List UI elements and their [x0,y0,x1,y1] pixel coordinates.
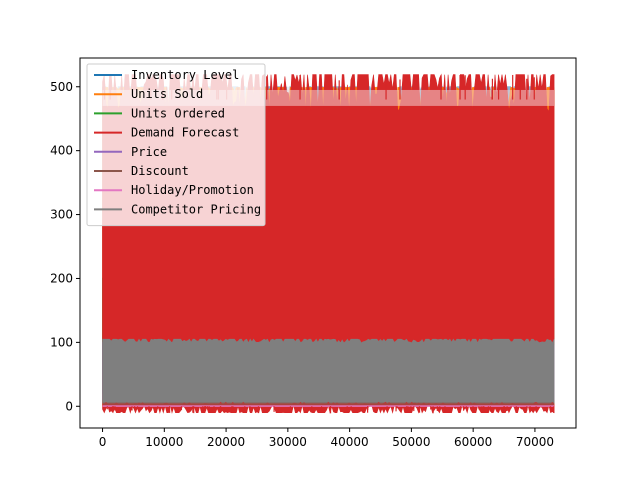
y-tick-label: 500 [50,80,73,94]
x-axis: 0 10000 20000 30000 40000 50000 60000 70000 [99,428,554,449]
y-tick-label: 300 [50,208,73,222]
x-tick-label: 10000 [145,435,183,449]
legend-label: Units Sold [131,87,203,101]
series-holiday-promotion [102,405,555,407]
legend-label: Price [131,145,167,159]
y-tick-label: 0 [65,399,73,413]
legend-label: Demand Forecast [131,126,239,140]
y-axis: 0 100 200 300 400 500 [50,80,80,413]
x-tick-label: 0 [99,435,107,449]
axes-frame [79,57,577,429]
legend-box [86,63,266,227]
x-tick-label: 60000 [454,435,492,449]
y-tick-label: 100 [50,335,73,349]
y-tick-label: 200 [50,271,73,285]
legend: Inventory Level Units Sold Units Ordered De… [86,63,266,227]
x-tick-label: 30000 [269,435,307,449]
x-tick-label: 50000 [392,435,430,449]
x-tick-label: 70000 [516,435,554,449]
legend-label: Holiday/Promotion [131,183,254,197]
legend-label: Units Ordered [131,106,225,120]
series-discount [102,402,555,407]
legend-label: Discount [131,164,189,178]
series-competitor-pricing [102,338,555,404]
y-tick-label: 400 [50,144,73,158]
legend-label: Competitor Pricing [131,202,261,216]
x-tick-label: 20000 [207,435,245,449]
legend-label: Inventory Level [131,68,239,82]
x-tick-label: 40000 [331,435,369,449]
